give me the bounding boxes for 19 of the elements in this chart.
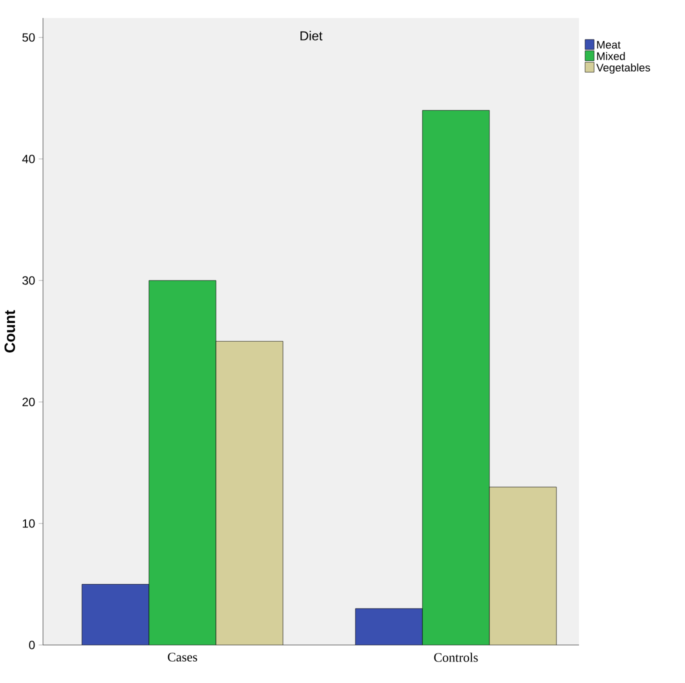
y-tick-label: 10 [22,519,35,528]
legend-title: Diet [300,30,322,40]
bar [489,486,557,645]
bar [355,608,423,645]
bar [148,280,216,645]
y-tick-label: 30 [22,276,35,285]
bar [422,110,490,645]
y-tick-label: 0 [29,640,35,650]
x-tick-label: Cases [168,652,198,662]
legend-label: Meat [597,41,621,49]
bar [82,584,149,645]
y-tick-label: 50 [22,33,35,42]
bar [216,341,283,645]
x-tick-label: Controls [434,652,478,662]
y-axis-title: Count [4,310,16,352]
legend-label: Vegetables [596,63,650,74]
y-tick-label: 20 [22,398,35,406]
y-tick-label: 40 [22,154,35,164]
legend-label: Mixed [597,52,625,60]
